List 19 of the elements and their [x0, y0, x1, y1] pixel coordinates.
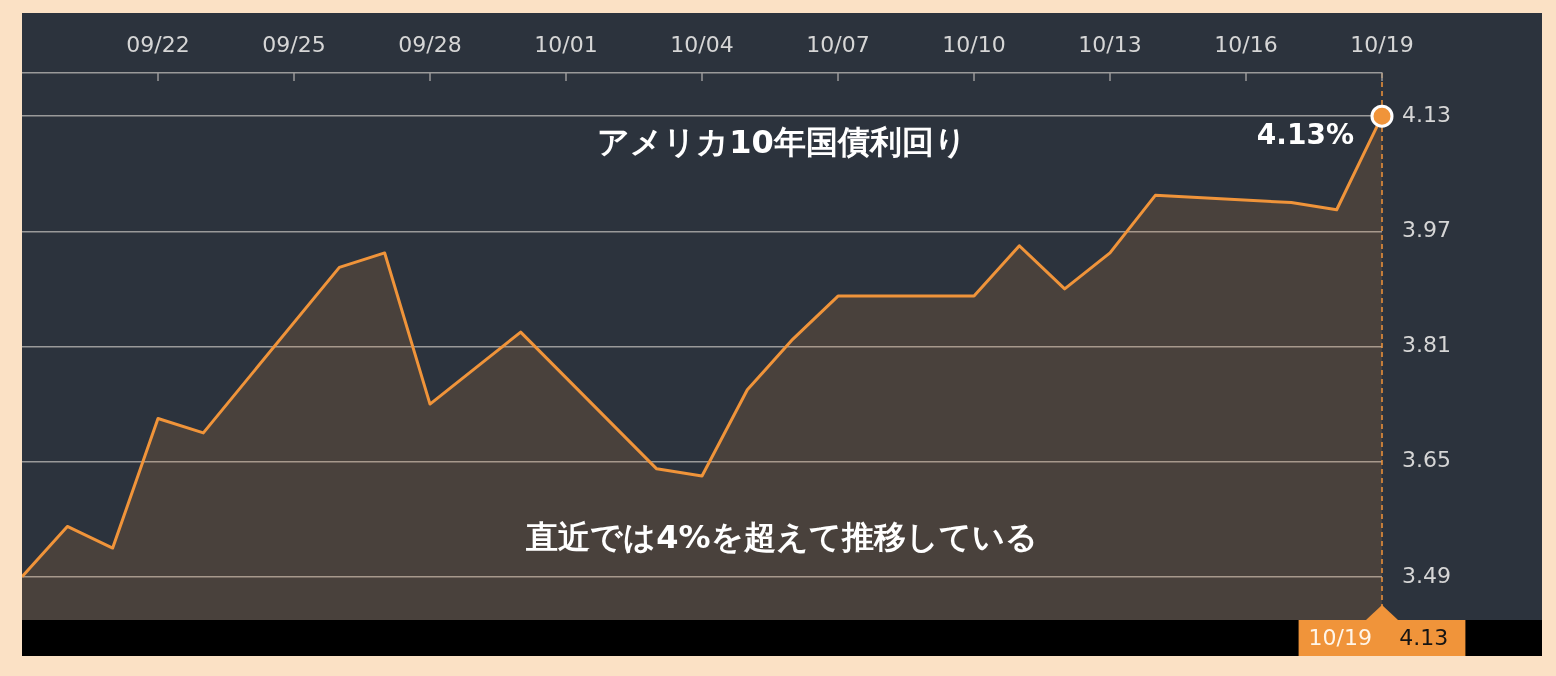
x-tick-label: 10/10: [942, 31, 1006, 57]
x-tick-label: 10/07: [806, 31, 870, 57]
y-tick-label: 3.81: [1402, 332, 1451, 358]
x-tick-label: 09/22: [126, 31, 190, 57]
x-tick-label: 09/25: [262, 31, 326, 57]
text: アメリカ10年国債利回り: [597, 123, 967, 162]
x-tick-label: 09/28: [398, 31, 462, 57]
x-tick-label: 10/19: [1350, 31, 1414, 57]
y-tick-label: 3.97: [1402, 217, 1451, 243]
ref-line-label: 10/19: [1308, 624, 1372, 650]
y-tick-label: 3.65: [1402, 447, 1451, 473]
x-tick-label: 10/04: [670, 31, 734, 57]
x-tick-label: 10/01: [534, 31, 598, 57]
y-tick-label: 3.49: [1402, 562, 1451, 588]
x-tick-label: 10/13: [1078, 31, 1142, 57]
x-tick-label: 10/16: [1214, 31, 1278, 57]
annotation: 直近では4%を超えて推移している: [525, 518, 1038, 557]
y-tick-label: 4.13: [1402, 101, 1451, 127]
data-label: 4.13%: [1256, 118, 1354, 152]
